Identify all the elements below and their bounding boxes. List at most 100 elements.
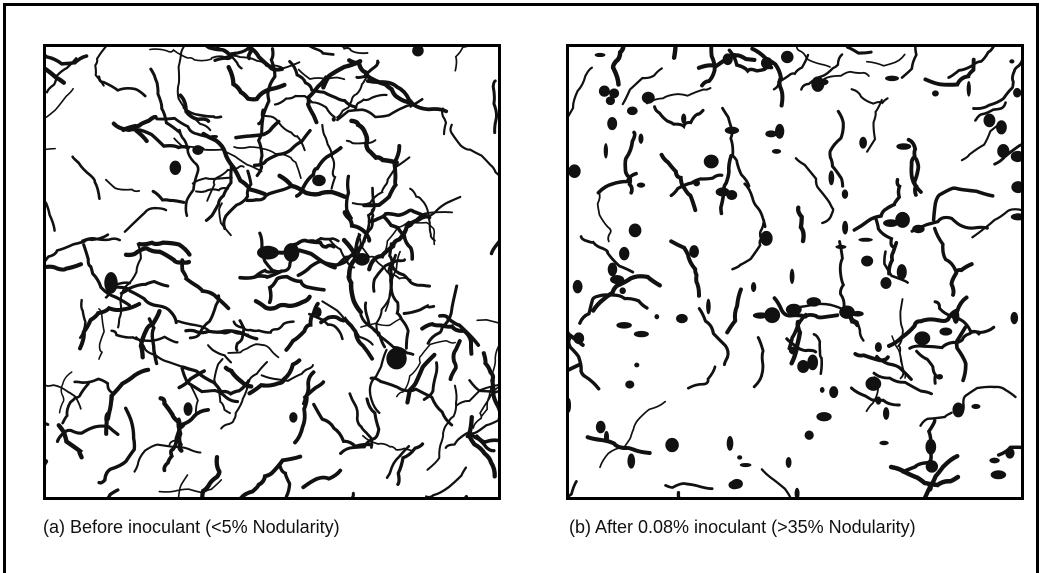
graphite: [674, 47, 692, 58]
graphite: [689, 245, 699, 258]
graphite: [727, 436, 734, 451]
graphite: [46, 361, 48, 425]
graphite: [99, 309, 104, 359]
graphite: [593, 276, 660, 310]
graphite: [745, 184, 765, 227]
graphite: [182, 368, 238, 401]
graphite: [921, 413, 952, 426]
graphite: [859, 137, 867, 149]
graphite: [170, 161, 182, 175]
graphite: [135, 445, 201, 472]
graphite: [795, 488, 800, 497]
graphite: [106, 180, 139, 192]
caption: (a) Before inoculant (<5% Nodularity): [43, 517, 340, 538]
graphite: [1011, 181, 1021, 193]
graphite: [761, 57, 773, 69]
graphite: [726, 190, 737, 200]
graphite: [983, 114, 995, 128]
graphite: [925, 439, 936, 455]
graphite: [569, 320, 599, 389]
graphite: [883, 219, 898, 227]
graphite: [727, 290, 741, 333]
graphite: [867, 100, 882, 152]
graphite: [275, 96, 335, 117]
caption: (b) After 0.08% inoculant (>35% Nodulari…: [569, 517, 916, 538]
graphite: [451, 341, 460, 379]
graphite: [192, 145, 203, 155]
graphite: [604, 143, 608, 158]
graphite: [902, 47, 916, 78]
graphite: [256, 297, 310, 309]
graphite: [412, 47, 424, 56]
graphite: [569, 398, 571, 412]
graphite: [364, 146, 399, 205]
graphite: [46, 89, 73, 120]
graphite: [627, 106, 638, 115]
graphite: [932, 90, 939, 96]
graphite: [569, 164, 581, 178]
graphite: [880, 277, 891, 289]
graphite: [286, 304, 318, 350]
graphite: [728, 481, 740, 490]
graphite: [935, 229, 956, 271]
graphite: [569, 68, 592, 160]
graphite: [477, 320, 498, 327]
graphite: [619, 287, 625, 294]
graphite: [1011, 151, 1021, 162]
graphite: [816, 412, 831, 421]
graphite: [339, 47, 368, 53]
graphite: [46, 173, 55, 230]
graphite: [737, 455, 742, 459]
graphite: [193, 178, 232, 184]
graphite: [588, 437, 650, 453]
graphite: [699, 309, 728, 365]
graphite: [772, 149, 781, 154]
graphite: [962, 124, 1001, 161]
micrograph-a: [43, 44, 501, 500]
graphite: [598, 193, 611, 242]
graphite: [867, 55, 905, 66]
graphite: [952, 402, 964, 417]
graphite: [73, 157, 100, 199]
graphite: [725, 127, 739, 134]
graphite: [202, 457, 219, 497]
graphite: [926, 460, 938, 472]
graphite: [751, 282, 756, 292]
graphite: [573, 332, 584, 344]
graphite: [386, 348, 406, 370]
graphite: [126, 248, 189, 262]
graphite: [896, 143, 911, 150]
graphite: [971, 404, 980, 409]
graphite: [786, 457, 792, 468]
graphite: [666, 484, 713, 489]
graphite: [829, 386, 838, 398]
graphite: [637, 182, 645, 187]
graphite: [613, 47, 625, 85]
graphite: [469, 417, 495, 476]
graphite: [347, 176, 352, 218]
graphite: [46, 235, 108, 267]
graphite: [928, 482, 933, 491]
graphite: [314, 405, 372, 447]
graphite: [390, 244, 430, 286]
graphite: [912, 225, 924, 233]
graphite: [492, 220, 499, 254]
graphite: [681, 113, 686, 123]
graphite: [180, 95, 208, 121]
graphite: [455, 47, 498, 71]
graphite: [208, 345, 231, 362]
graphite: [164, 410, 208, 470]
graphite: [1010, 312, 1018, 324]
graphite: [182, 260, 228, 308]
graphite: [753, 312, 768, 318]
graphite: [347, 140, 376, 143]
graphite: [828, 170, 834, 185]
graphite: [991, 470, 1007, 479]
graphite: [63, 384, 89, 423]
graphite: [107, 287, 176, 322]
graphite: [569, 481, 576, 497]
graphite: [625, 380, 634, 388]
graphite: [865, 377, 881, 391]
graphite: [332, 117, 336, 121]
graphite: [580, 295, 647, 323]
